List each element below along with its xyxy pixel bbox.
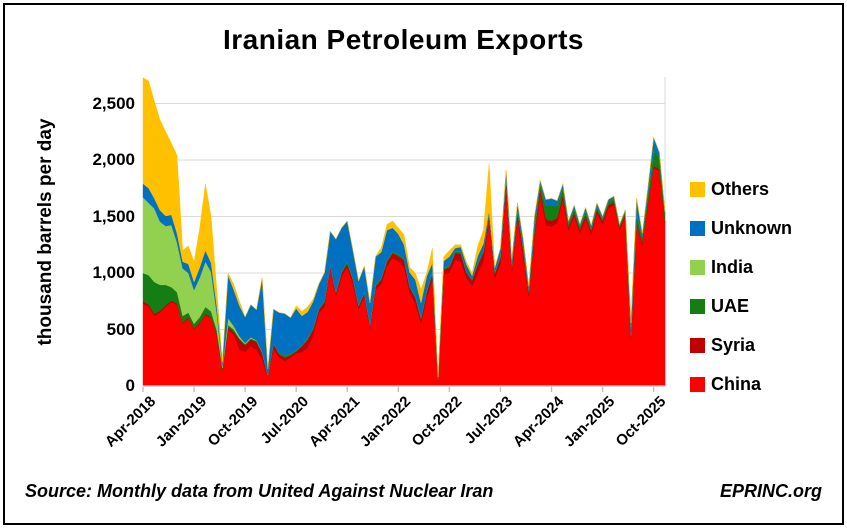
chart-legend: Others Unknown India UAE Syria China <box>690 170 792 404</box>
legend-label: Syria <box>711 335 756 355</box>
source-note: Source: Monthly data from United Against… <box>25 481 494 501</box>
x-tick-label: Jan-2022 <box>356 393 415 451</box>
y-tick-label: 500 <box>106 319 135 339</box>
x-tick-label: Jan-2019 <box>152 393 211 451</box>
series-area-others <box>142 77 666 377</box>
legend-label: China <box>711 374 762 394</box>
x-tick-label: Jan-2025 <box>561 393 619 451</box>
y-tick-label: 0 <box>125 376 135 395</box>
legend-swatch-icon <box>690 338 705 353</box>
legend-label: Unknown <box>711 218 792 238</box>
x-tick-label: Apr-2021 <box>305 393 364 451</box>
legend-item-syria: Syria <box>690 326 792 365</box>
legend-item-unknown: Unknown <box>690 209 792 248</box>
y-axis-title: thousand barrels per day <box>35 118 56 346</box>
brand-text: EPRINC.org <box>719 481 822 501</box>
plot-area <box>142 77 666 392</box>
legend-swatch-icon <box>690 377 705 392</box>
legend-swatch-icon <box>690 260 705 275</box>
x-tick-label: Jul-2020 <box>257 393 313 448</box>
legend-label: Others <box>711 179 770 199</box>
y-tick-label: 1,500 <box>92 206 135 226</box>
legend-item-china: China <box>690 365 792 404</box>
x-tick-label: Jul-2023 <box>462 393 517 448</box>
x-tick-label: Oct-2025 <box>612 393 670 450</box>
legend-swatch-icon <box>690 221 705 236</box>
y-tick-label: 1,000 <box>92 263 135 283</box>
x-tick-label: Oct-2022 <box>408 393 466 450</box>
y-tick-label: 2,000 <box>92 150 135 170</box>
chart-title: Iranian Petroleum Exports <box>222 24 585 55</box>
legend-swatch-icon <box>690 182 705 197</box>
stacked-area-chart <box>142 77 666 392</box>
legend-label: India <box>711 257 754 277</box>
legend-item-india: India <box>690 248 792 287</box>
legend-item-others: Others <box>690 170 792 209</box>
y-tick-label: 2,500 <box>92 93 135 113</box>
x-tick-label: Oct-2019 <box>204 393 262 450</box>
legend-item-uae: UAE <box>690 287 792 326</box>
x-tick-label: Apr-2024 <box>510 393 568 451</box>
x-tick-label: Apr-2018 <box>101 393 160 451</box>
legend-label: UAE <box>711 296 750 316</box>
legend-swatch-icon <box>690 299 705 314</box>
